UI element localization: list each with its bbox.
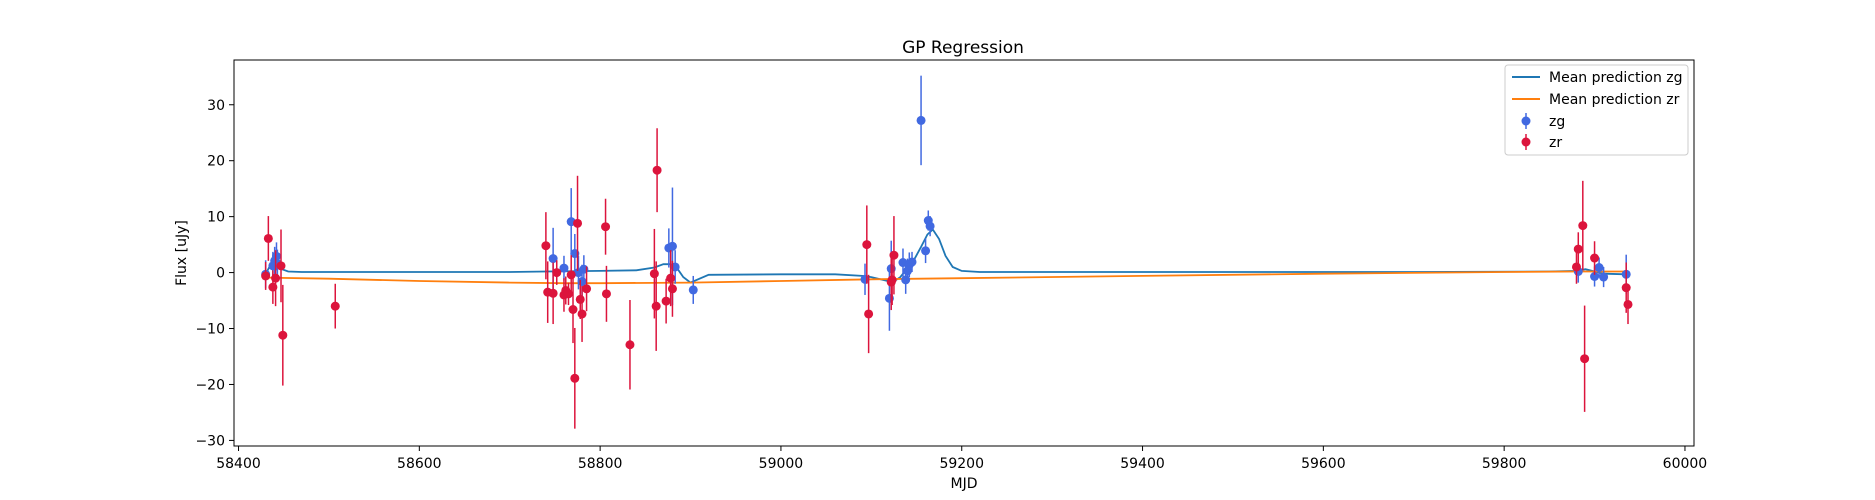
point-zr-26 [652, 165, 662, 175]
point-zr-18 [575, 294, 585, 304]
point-zr-9 [548, 288, 558, 298]
point-zg-6 [559, 263, 569, 273]
point-zr-22 [601, 289, 611, 299]
point-zg-29 [1590, 271, 1600, 281]
point-zg-30 [1594, 263, 1604, 273]
point-zr-39 [1590, 253, 1600, 263]
point-zr-3 [271, 273, 281, 283]
legend-swatch-zg-marker [1521, 116, 1531, 126]
chart-title: GP Regression [902, 38, 1024, 58]
point-zr-7 [541, 241, 551, 251]
y-tick-label-6: 30 [207, 98, 225, 114]
point-zr-4 [276, 261, 286, 271]
x-tick-label-1: 58600 [397, 456, 442, 472]
x-tick-label-4: 59200 [939, 456, 984, 472]
x-tick-label-5: 59400 [1120, 456, 1165, 472]
y-tick-label-5: 20 [207, 154, 225, 170]
y-axis: −30 −20 −10 0 10 20 30 [195, 98, 234, 449]
point-zg-27 [925, 221, 935, 231]
series-line-mean-prediction-zr [265, 270, 1627, 285]
point-zg-3 [271, 251, 281, 261]
point-zr-31 [864, 309, 874, 319]
point-zr-35 [1571, 262, 1581, 272]
point-zr-20 [582, 284, 592, 294]
point-zr-16 [570, 373, 580, 383]
point-zr-29 [667, 284, 677, 294]
point-zr-21 [601, 222, 611, 232]
point-zr-30 [862, 240, 872, 250]
x-tick-label-2: 58800 [578, 456, 623, 472]
point-zr-10 [552, 268, 562, 278]
point-zg-5 [548, 254, 558, 264]
point-zr-6 [330, 301, 340, 311]
point-zr-34 [889, 250, 899, 260]
y-tick-label-1: −20 [195, 377, 225, 393]
x-tick-label-3: 59000 [759, 456, 804, 472]
legend-label-zr: zr [1549, 135, 1562, 151]
point-zg-24 [916, 115, 926, 125]
x-axis-label: MJD [951, 476, 978, 492]
legend: Mean prediction zg Mean prediction zr zg… [1504, 64, 1689, 156]
series-line-mean-prediction-zg [264, 228, 1627, 284]
point-zr-15 [568, 305, 578, 315]
point-zg-25 [921, 246, 931, 256]
point-zr-40 [1621, 283, 1631, 293]
point-zr-17 [573, 218, 583, 228]
x-tick-label-7: 59800 [1482, 456, 1527, 472]
point-zr-33 [887, 275, 897, 285]
point-zr-37 [1578, 221, 1588, 231]
legend-swatch-zr-marker [1521, 137, 1531, 147]
plot-frame [233, 59, 1695, 447]
y-tick-label-4: 10 [207, 210, 225, 226]
legend-label-zg-mean: Mean prediction zg [1549, 70, 1683, 86]
x-tick-label-6: 59600 [1301, 456, 1346, 472]
x-tick-label-8: 60000 [1663, 456, 1708, 472]
point-zr-24 [649, 269, 659, 279]
y-tick-label-0: −30 [195, 433, 225, 449]
point-zg-23 [907, 257, 917, 267]
point-zr-41 [1623, 299, 1633, 309]
point-zr-36 [1573, 244, 1583, 254]
y-axis-label: Flux [uJy] [174, 220, 190, 286]
point-zr-19 [577, 309, 587, 319]
legend-label-zg: zg [1549, 114, 1565, 130]
x-axis: 58400 58600 58800 59000 59200 59400 59600 59800… [216, 446, 1707, 472]
legend-label-zr-mean: Mean prediction zr [1549, 92, 1680, 108]
point-zg-13 [667, 241, 677, 251]
y-tick-label-2: −10 [195, 322, 225, 338]
point-zr-5 [278, 330, 288, 340]
x-tick-label-0: 58400 [216, 456, 261, 472]
y-tick-label-3: 0 [216, 266, 225, 282]
point-zr-14 [566, 270, 576, 280]
point-zr-27 [661, 296, 671, 306]
point-zr-38 [1580, 354, 1590, 364]
point-zr-28 [666, 273, 676, 283]
point-zr-23 [625, 340, 635, 350]
point-zr-0 [261, 271, 271, 281]
plot-marks [261, 75, 1633, 429]
point-zr-1 [263, 233, 273, 243]
point-zg-15 [688, 285, 698, 295]
point-zr-25 [651, 301, 661, 311]
legend-frame [1504, 64, 1689, 156]
point-zg-31 [1599, 272, 1609, 282]
